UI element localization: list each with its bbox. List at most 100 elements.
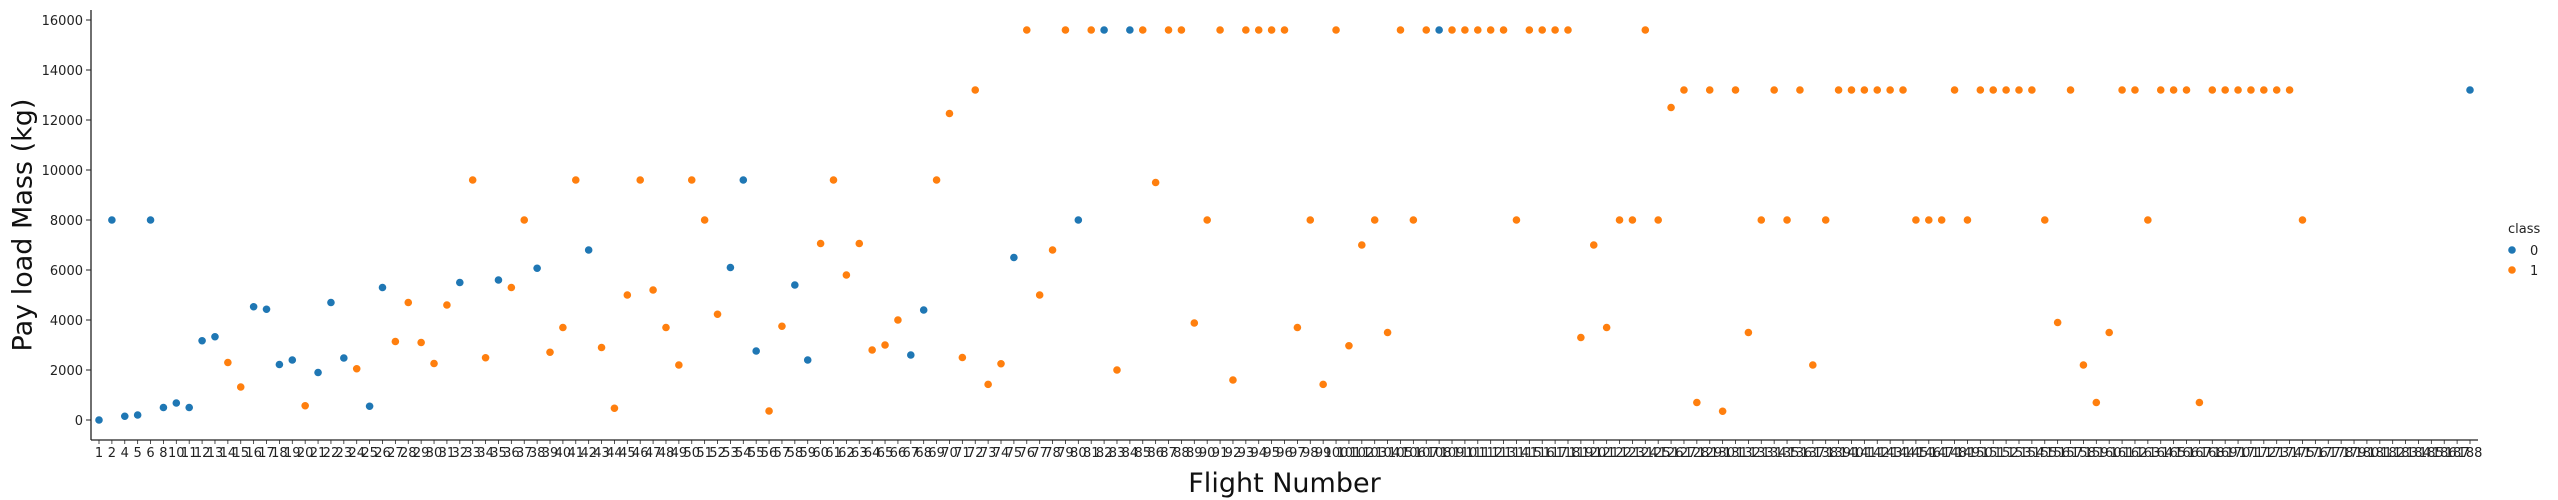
data-point-class-1: [1564, 26, 1572, 34]
data-point-class-1: [2118, 86, 2126, 94]
x-tick-label: 28: [400, 446, 417, 461]
x-tick-label: 61: [825, 446, 842, 461]
data-point-class-1: [2182, 86, 2191, 94]
x-tick-label: 121: [1594, 446, 1619, 461]
x-tick-label: 95: [1263, 446, 1280, 461]
x-tick-label: 122: [1607, 446, 1632, 461]
data-point-class-1: [468, 176, 477, 184]
data-point-class-1: [1473, 26, 1482, 34]
data-point-class-1: [1358, 241, 1366, 249]
legend-label-class-0: 0: [2530, 244, 2538, 259]
x-tick-label: 173: [2264, 446, 2289, 461]
data-point-class-1: [1396, 26, 1405, 34]
data-point-class-1: [1113, 366, 1121, 374]
x-tick-label: 92: [1225, 446, 1242, 461]
data-point-class-1: [2195, 398, 2204, 407]
x-tick-label: 43: [593, 446, 610, 461]
data-point-class-1: [2002, 86, 2010, 94]
data-point-class-1: [1667, 103, 1675, 112]
x-tick-label: 94: [1250, 446, 1267, 461]
data-point-class-1: [2040, 216, 2049, 224]
x-tick-label: 160: [2097, 446, 2122, 461]
data-points: [95, 26, 2474, 424]
x-tick-label: 41: [568, 446, 585, 461]
data-point-class-1: [1577, 333, 1585, 342]
data-point-class-1: [623, 291, 632, 299]
x-tick-label: 2: [108, 446, 116, 461]
x-tick-label: 88: [1173, 446, 1190, 461]
x-tick-label: 30: [426, 446, 443, 461]
x-tick-label: 22: [323, 446, 340, 461]
x-tick-label: 119: [1568, 446, 1593, 461]
x-tick-label: 154: [2019, 446, 2044, 461]
x-tick-label: 107: [1414, 446, 1439, 461]
data-point-class-1: [481, 353, 490, 362]
data-point-class-1: [1821, 216, 1830, 224]
data-point-class-1: [636, 176, 645, 184]
y-tick-label: 8000: [50, 214, 83, 229]
x-tick-label: 100: [1324, 446, 1349, 461]
data-point-class-1: [1164, 26, 1173, 34]
x-tick-label: 96: [1276, 446, 1293, 461]
data-point-class-0: [185, 403, 194, 412]
data-point-class-1: [1448, 26, 1456, 34]
data-point-class-1: [1293, 323, 1302, 332]
x-tick-label: 79: [1057, 446, 1074, 461]
data-point-class-1: [1512, 216, 1521, 224]
data-point-class-0: [1126, 26, 1134, 34]
data-point-class-0: [340, 354, 348, 362]
data-point-class-1: [894, 316, 902, 324]
data-point-class-0: [249, 302, 258, 311]
data-point-class-1: [842, 271, 851, 279]
data-point-class-1: [765, 407, 773, 415]
data-point-class-1: [971, 86, 980, 94]
data-point-class-1: [997, 359, 1005, 368]
x-tick-label: 124: [1633, 446, 1658, 461]
data-point-class-0: [1010, 253, 1018, 262]
x-tick-label: 138: [1813, 446, 1838, 461]
x-tick-label: 59: [799, 446, 816, 461]
x-tick-label: 20: [297, 446, 314, 461]
x-tick-label: 67: [903, 446, 920, 461]
x-tick-label: 82: [1096, 446, 1113, 461]
x-tick-label: 179: [2342, 446, 2367, 461]
x-tick-label: 116: [1530, 446, 1555, 461]
data-point-class-1: [236, 383, 245, 391]
data-point-class-1: [1937, 216, 1946, 224]
data-point-class-0: [275, 360, 284, 369]
x-tick-label: 168: [2200, 446, 2225, 461]
x-tick-label: 72: [967, 446, 984, 461]
x-tick-label: 123: [1620, 446, 1645, 461]
data-point-class-1: [301, 401, 309, 410]
data-point-class-1: [1680, 86, 1688, 94]
x-tick-label: 181: [2367, 446, 2392, 461]
x-tick-label: 141: [1852, 446, 1877, 461]
x-tick-label: 147: [1929, 446, 1954, 461]
data-point-class-1: [1229, 376, 1237, 384]
data-point-class-1: [1499, 26, 1508, 34]
x-tick-label: 148: [1942, 446, 1967, 461]
x-tick-label: 151: [1981, 446, 2006, 461]
x-tick-label: 35: [490, 446, 507, 461]
data-point-class-0: [803, 356, 812, 364]
x-tick-label: 14: [220, 446, 237, 461]
data-point-class-0: [1100, 26, 1108, 34]
x-tick-label: 74: [993, 446, 1010, 461]
data-point-class-0: [378, 283, 387, 292]
x-tick-label: 97: [1289, 446, 1306, 461]
data-point-class-0: [198, 336, 206, 345]
data-point-class-1: [1628, 216, 1637, 224]
x-tick-label: 4: [121, 446, 129, 461]
x-tick-label: 167: [2187, 446, 2212, 461]
data-point-class-0: [739, 176, 748, 184]
x-tick-label: 172: [2251, 446, 2276, 461]
x-tick-label: 140: [1839, 446, 1864, 461]
data-point-class-1: [597, 343, 606, 352]
x-tick-label: 186: [2432, 446, 2457, 461]
x-tick-label: 144: [1891, 446, 1916, 461]
x-tick-label: 44: [606, 446, 623, 461]
data-point-class-1: [984, 380, 992, 389]
data-point-class-1: [1989, 86, 1998, 94]
data-point-class-1: [2208, 86, 2217, 94]
x-tick-label: 48: [658, 446, 675, 461]
